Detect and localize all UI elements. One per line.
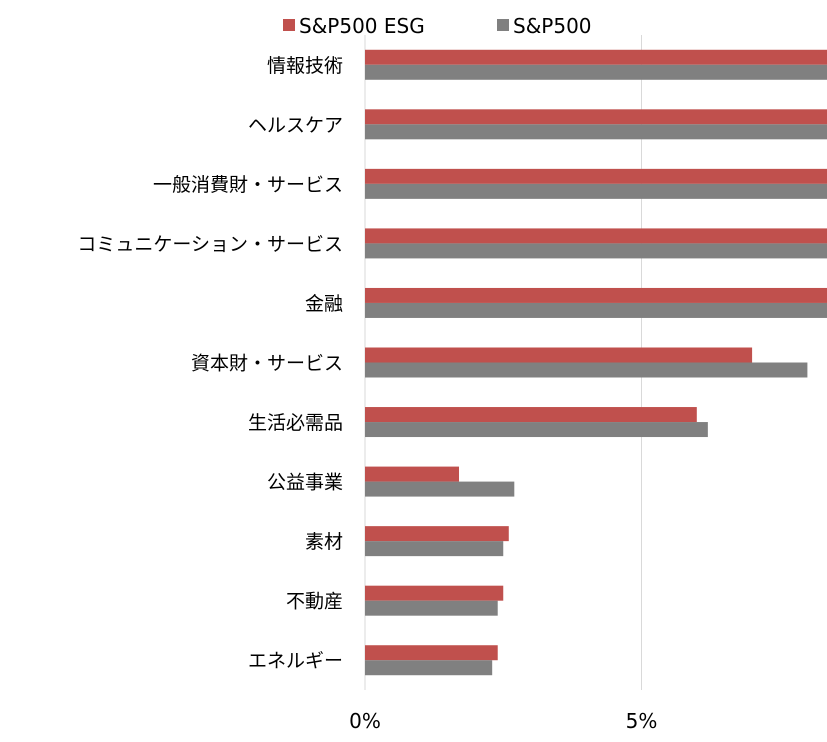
bar xyxy=(365,422,708,438)
category-label: 金融 xyxy=(305,293,343,315)
bar xyxy=(365,124,827,140)
legend-swatch xyxy=(283,19,295,31)
legend-swatch xyxy=(497,19,509,31)
x-tick-label: 5% xyxy=(626,709,658,733)
x-tick-label: 0% xyxy=(349,709,381,733)
bar xyxy=(365,243,827,259)
bar xyxy=(365,362,808,378)
legend-label: S&P500 ESG xyxy=(299,14,425,38)
category-label: 資本財・サービス xyxy=(191,353,343,375)
bar xyxy=(365,481,515,497)
bar xyxy=(365,600,498,616)
legend-label: S&P500 xyxy=(513,14,592,38)
bar xyxy=(365,49,827,65)
bar xyxy=(365,302,827,318)
category-label: 一般消費財・サービス xyxy=(153,174,343,196)
category-label: 公益事業 xyxy=(267,472,343,494)
category-label: エネルギー xyxy=(248,650,343,672)
bar xyxy=(365,347,753,363)
bar xyxy=(365,183,827,199)
category-label: 生活必需品 xyxy=(248,412,343,434)
bar xyxy=(365,541,504,557)
category-label: 情報技術 xyxy=(267,55,343,77)
bar xyxy=(365,585,504,601)
bar xyxy=(365,109,827,125)
bar xyxy=(365,466,460,482)
category-label: 素材 xyxy=(305,531,343,553)
category-label: コミュニケーション・サービス xyxy=(77,233,343,255)
bar xyxy=(365,228,827,244)
category-label: ヘルスケア xyxy=(248,114,343,136)
bar xyxy=(365,168,827,184)
bar xyxy=(365,526,509,542)
bar xyxy=(365,407,697,423)
bar xyxy=(365,287,827,303)
category-label: 不動産 xyxy=(286,591,343,613)
bar xyxy=(365,645,498,661)
bar xyxy=(365,660,493,676)
bar xyxy=(365,64,827,80)
